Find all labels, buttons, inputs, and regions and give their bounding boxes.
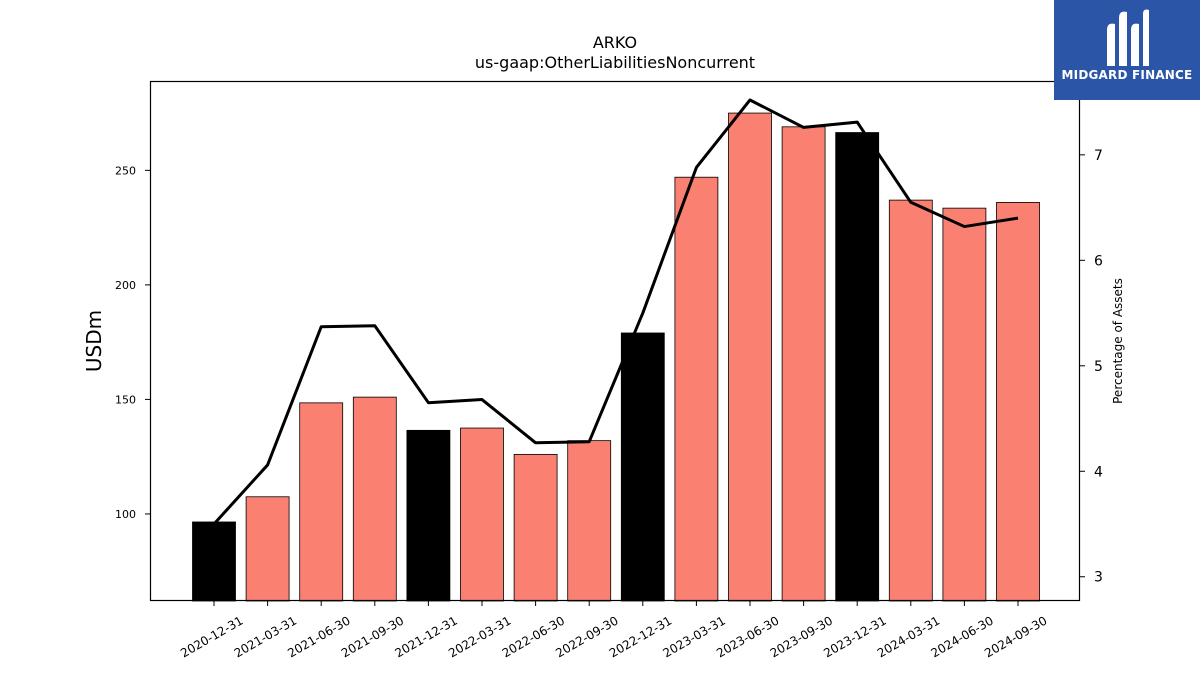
bar-2023-12-31	[835, 132, 880, 602]
brand-logo: MIDGARD FINANCE	[1054, 0, 1200, 100]
bar-group	[192, 112, 1040, 602]
brand-name: MIDGARD FINANCE	[1061, 68, 1193, 82]
bar-2020-12-31	[192, 521, 236, 602]
bar-2023-03-31	[674, 176, 719, 602]
bar-2021-09-30	[352, 396, 397, 602]
bar-2023-09-30	[781, 126, 826, 602]
bar-2022-12-31	[620, 332, 665, 602]
bar-2022-06-30	[513, 453, 558, 602]
bar-2021-12-31	[406, 429, 451, 602]
y2-tick-label: 7	[1094, 148, 1103, 164]
chart-title: ARKO	[593, 33, 637, 52]
y2-axis-label: Percentage of Assets	[1111, 278, 1125, 404]
bar-2024-03-31	[888, 199, 933, 602]
y-tick-label: 150	[115, 393, 136, 406]
bar-2024-06-30	[942, 207, 987, 602]
line-group	[212, 98, 1019, 526]
bar-2024-09-30	[996, 202, 1040, 602]
y2-tick-label: 4	[1094, 464, 1103, 480]
y-axis-left: 100 150 200 250	[115, 164, 150, 521]
y2-tick-label: 5	[1094, 359, 1103, 375]
y-tick-label: 100	[115, 508, 136, 521]
bar-2022-03-31	[460, 427, 504, 602]
bar-2023-06-30	[728, 112, 772, 602]
x-axis: 2020-12-312021-03-312021-06-302021-09-30…	[178, 601, 1050, 660]
y-tick-label: 250	[115, 164, 136, 177]
y2-tick-label: 6	[1094, 253, 1103, 269]
chart-subtitle: us-gaap:OtherLiabilitiesNoncurrent	[475, 53, 755, 72]
plot-frame	[149, 80, 1081, 602]
y-axis-right: 3 4 5 6 7	[1080, 148, 1103, 586]
y-axis-label: USDm	[82, 310, 106, 372]
y-tick-label: 200	[115, 279, 136, 292]
bar-2022-09-30	[567, 440, 612, 602]
midgard-mm-logo-icon	[1107, 9, 1149, 67]
bar-2021-06-30	[299, 402, 344, 602]
percentage-line	[212, 98, 1019, 526]
bar-2021-03-31	[245, 496, 290, 602]
y2-tick-label: 3	[1094, 570, 1103, 586]
